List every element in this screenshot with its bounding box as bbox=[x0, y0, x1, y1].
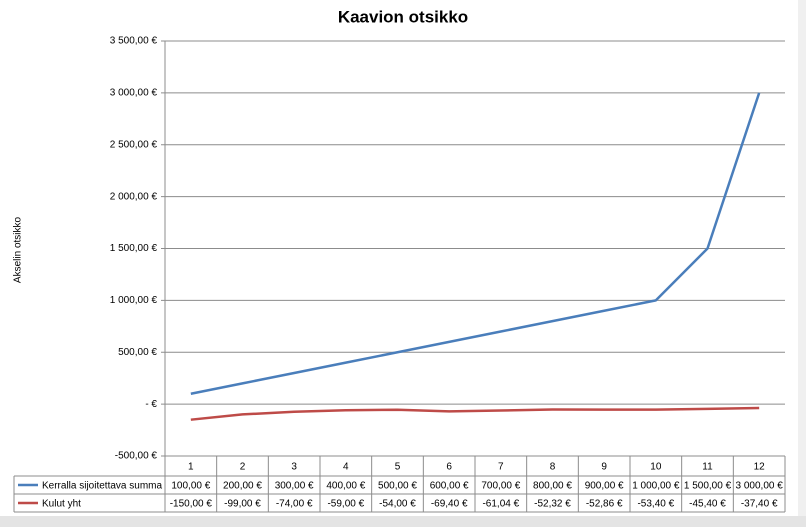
table-value: 800,00 € bbox=[533, 481, 572, 492]
table-value: 100,00 € bbox=[171, 481, 210, 492]
table-value: 300,00 € bbox=[275, 481, 314, 492]
y-tick-label: 3 500,00 € bbox=[110, 36, 158, 47]
x-tick-label: 11 bbox=[702, 462, 713, 473]
table-value: -150,00 € bbox=[170, 499, 213, 510]
x-tick-label: 8 bbox=[550, 462, 556, 473]
y-tick-label: - € bbox=[145, 399, 157, 410]
table-value: 1 000,00 € bbox=[632, 481, 680, 492]
table-value: -74,00 € bbox=[276, 499, 313, 510]
table-value: -45,40 € bbox=[689, 499, 726, 510]
x-tick-label: 2 bbox=[240, 462, 246, 473]
table-value: 3 000,00 € bbox=[736, 481, 784, 492]
x-tick-label: 7 bbox=[498, 462, 504, 473]
chart-title: Kaavion otsikko bbox=[338, 7, 468, 26]
table-value: 200,00 € bbox=[223, 481, 262, 492]
bottom-strip bbox=[0, 516, 806, 527]
x-tick-label: 1 bbox=[188, 462, 194, 473]
x-tick-label: 10 bbox=[650, 462, 662, 473]
table-value: 1 500,00 € bbox=[684, 481, 732, 492]
x-tick-label: 6 bbox=[446, 462, 452, 473]
table-value: -99,00 € bbox=[224, 499, 261, 510]
table-value: -37,40 € bbox=[741, 499, 778, 510]
y-tick-label: 1 500,00 € bbox=[110, 243, 158, 254]
y-tick-label: 2 000,00 € bbox=[110, 191, 158, 202]
table-value: -52,86 € bbox=[586, 499, 623, 510]
table-value: -53,40 € bbox=[637, 499, 674, 510]
y-tick-label: 2 500,00 € bbox=[110, 139, 158, 150]
table-value: -52,32 € bbox=[534, 499, 571, 510]
legend-label: Kerralla sijoitettava summa bbox=[42, 481, 162, 492]
table-value: 700,00 € bbox=[481, 481, 520, 492]
table-value: -61,04 € bbox=[482, 499, 519, 510]
y-tick-label: 3 000,00 € bbox=[110, 88, 158, 99]
y-axis-title: Akselin otsikko bbox=[13, 216, 24, 283]
x-tick-label: 12 bbox=[754, 462, 766, 473]
table-value: 500,00 € bbox=[378, 481, 417, 492]
table-value: -69,40 € bbox=[431, 499, 468, 510]
table-value: -54,00 € bbox=[379, 499, 416, 510]
x-tick-label: 5 bbox=[395, 462, 401, 473]
y-tick-label: -500,00 € bbox=[115, 451, 158, 462]
series-line bbox=[190, 92, 761, 395]
table-value: 400,00 € bbox=[326, 481, 365, 492]
legend-label: Kulut yht bbox=[42, 499, 81, 510]
right-strip bbox=[798, 0, 806, 516]
series-line bbox=[190, 406, 760, 421]
table-value: -59,00 € bbox=[327, 499, 364, 510]
table-value: 600,00 € bbox=[430, 481, 469, 492]
x-tick-label: 9 bbox=[601, 462, 607, 473]
x-tick-label: 3 bbox=[291, 462, 297, 473]
y-tick-label: 1 000,00 € bbox=[110, 295, 158, 306]
y-tick-label: 500,00 € bbox=[118, 347, 157, 358]
table-value: 900,00 € bbox=[585, 481, 624, 492]
x-tick-label: 4 bbox=[343, 462, 349, 473]
